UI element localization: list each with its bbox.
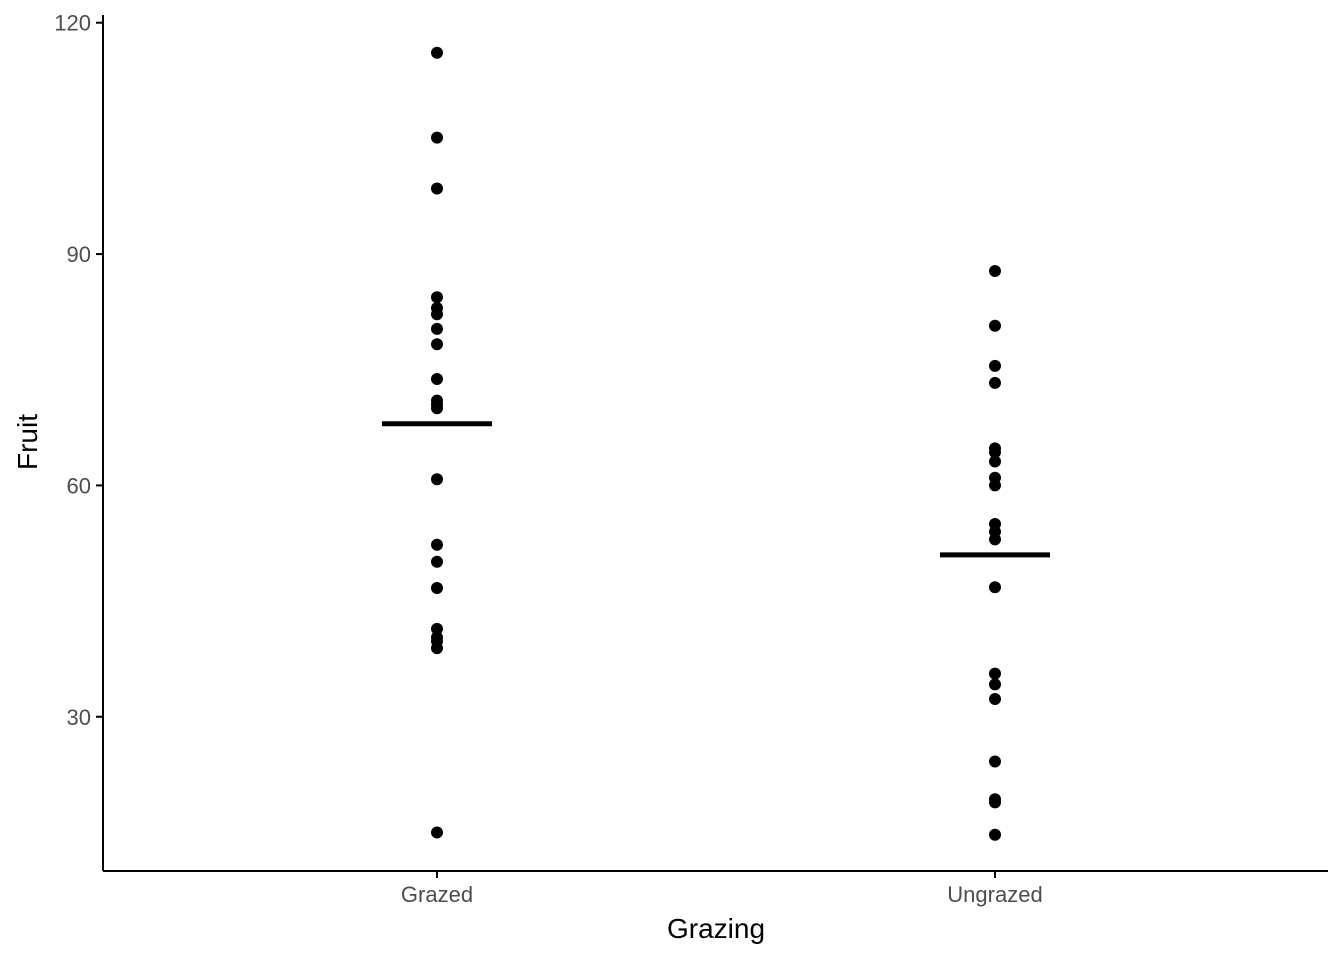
data-point <box>431 826 443 839</box>
data-point <box>989 678 1001 691</box>
data-point <box>431 182 443 195</box>
data-point <box>431 473 443 486</box>
x-axis-title: Grazing <box>667 913 765 944</box>
data-point <box>431 642 443 655</box>
y-tick-label: 60 <box>67 473 91 498</box>
data-point <box>989 693 1001 706</box>
y-tick-label: 30 <box>67 705 91 730</box>
data-point <box>431 291 443 304</box>
data-point <box>989 455 1001 468</box>
data-point <box>431 322 443 335</box>
y-tick-label: 90 <box>67 242 91 267</box>
data-point <box>431 538 443 551</box>
data-point <box>431 372 443 385</box>
x-tick-label: Grazed <box>401 882 473 907</box>
data-point <box>989 796 1001 809</box>
y-axis-title: Fruit <box>12 414 43 470</box>
y-tick-label: 120 <box>54 11 91 36</box>
data-point <box>989 581 1001 594</box>
x-axis-ticks: Grazed Ungrazed <box>401 871 1043 907</box>
data-point <box>431 555 443 568</box>
data-point <box>989 446 1001 459</box>
data-point <box>431 622 443 635</box>
data-point <box>431 402 443 415</box>
x-tick-label: Ungrazed <box>947 882 1042 907</box>
data-point <box>989 533 1001 546</box>
data-point <box>989 755 1001 768</box>
data-point <box>431 338 443 351</box>
data-point <box>989 319 1001 332</box>
data-point <box>431 581 443 594</box>
data-point <box>431 308 443 321</box>
data-point <box>989 265 1001 278</box>
data-point <box>989 359 1001 372</box>
y-axis-ticks: 30 60 90 120 <box>54 11 103 730</box>
data-point <box>989 828 1001 841</box>
data-point <box>431 131 443 144</box>
data-point <box>989 376 1001 389</box>
data-point <box>989 479 1001 492</box>
data-point <box>431 46 443 59</box>
plot-marks <box>382 46 1050 841</box>
data-point <box>989 667 1001 680</box>
